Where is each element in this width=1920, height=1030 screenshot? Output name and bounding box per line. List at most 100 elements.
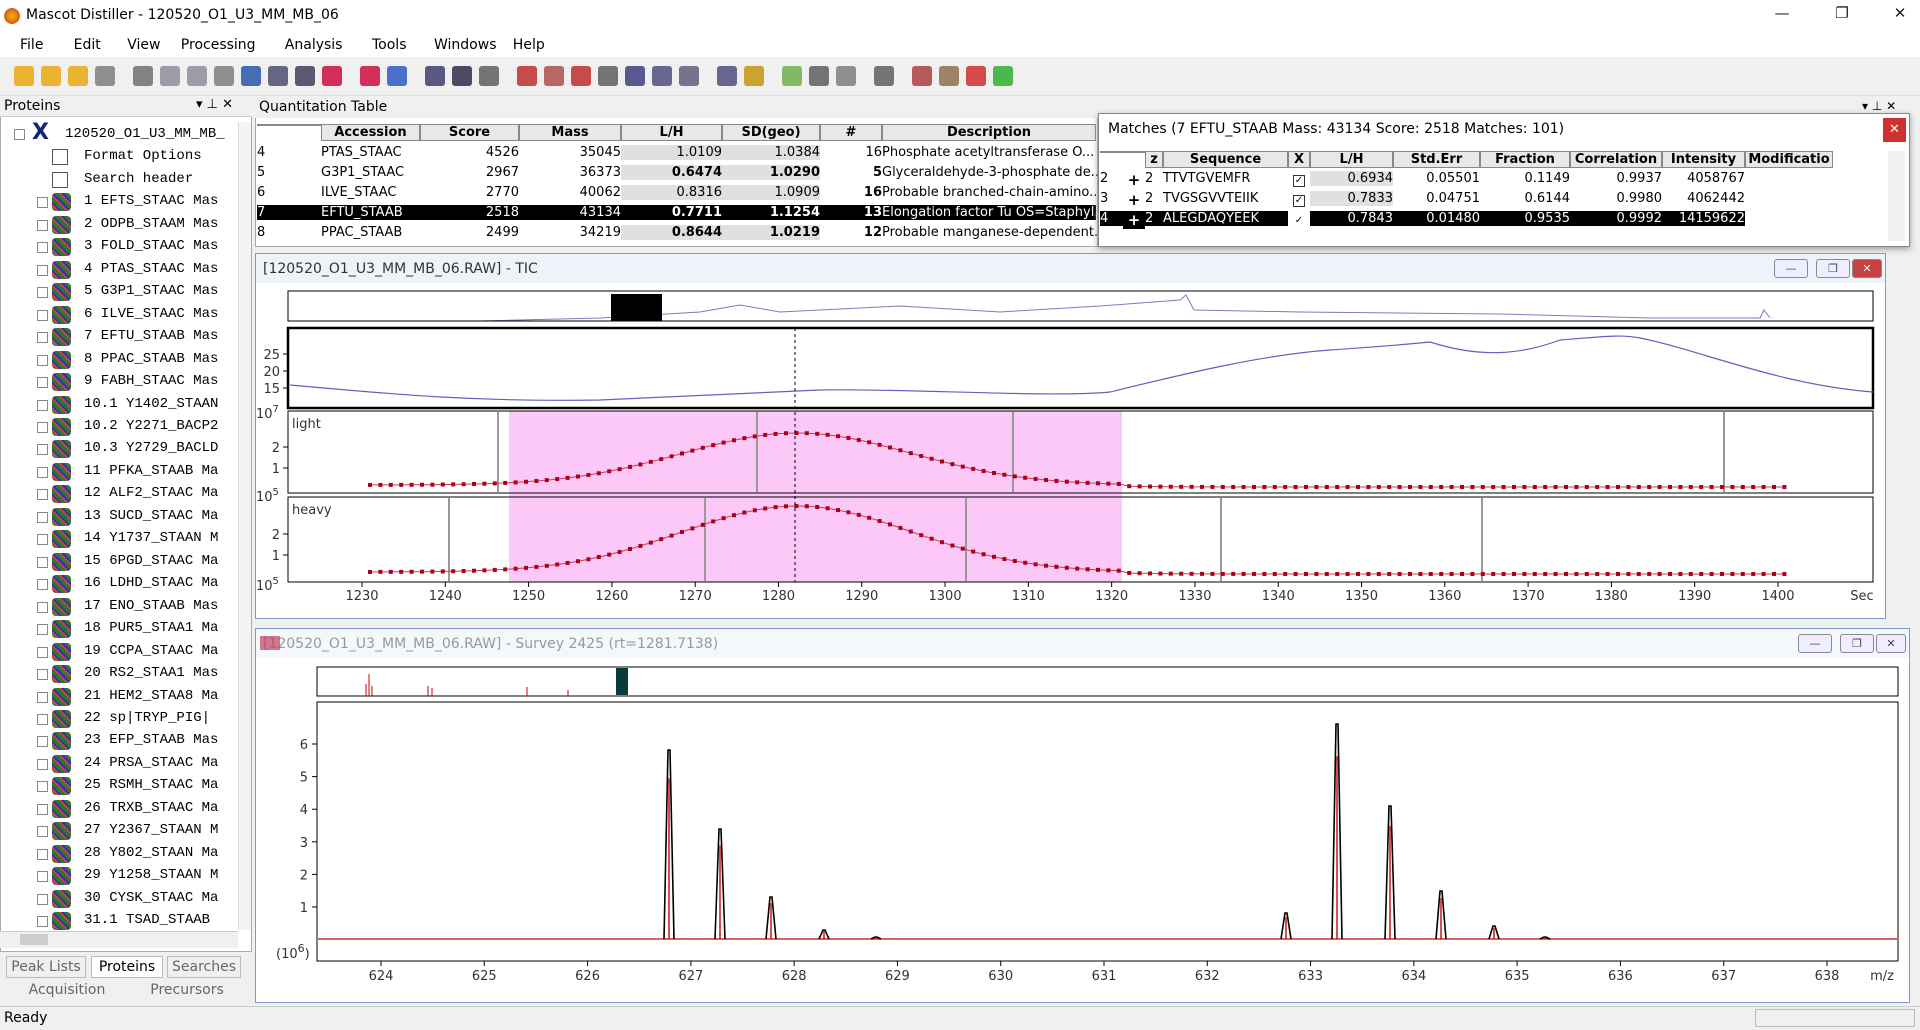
tree-expander[interactable] [37, 332, 48, 344]
tree-item[interactable]: 24 PRSA_STAAC Ma [84, 754, 219, 771]
tree-item[interactable]: 29 Y1258_STAAN M [84, 867, 219, 884]
tree-item[interactable]: 30 CYSK_STAAC Ma [84, 889, 219, 906]
checkbox[interactable]: ✓ [1293, 175, 1305, 187]
table-cell cell[interactable]: 0.01480 [1393, 211, 1480, 226]
table-cell cell[interactable]: 0.8316 [621, 185, 722, 200]
tree-expander[interactable] [37, 893, 48, 905]
table-cell cell[interactable]: 0.9980 [1570, 191, 1662, 206]
panel-controls[interactable]: ▾ ⊥ ✕ [196, 97, 234, 112]
tree-expander[interactable] [37, 713, 48, 725]
tree-expander[interactable] [37, 601, 48, 613]
toolbar-button[interactable] [160, 66, 180, 86]
tab[interactable]: Peak Lists [6, 956, 86, 978]
table-cell cell[interactable]: 1.0384 [722, 145, 820, 160]
tree-expander[interactable] [37, 758, 48, 770]
table-cell cell[interactable]: 0.9535 [1480, 211, 1570, 226]
close-button[interactable]: ✕ [1876, 634, 1906, 653]
toolbar-button[interactable] [782, 66, 802, 86]
table-cell cell[interactable]: 0.6934 [1310, 171, 1393, 186]
toolbar-button[interactable] [322, 66, 342, 86]
tree-item[interactable]: 4 PTAS_STAAC Mas [84, 260, 219, 277]
tree-item[interactable]: 7 EFTU_STAAB Mas [84, 328, 219, 345]
column-header cell[interactable]: Modificatio [1745, 151, 1833, 168]
toolbar-button[interactable] [14, 66, 34, 86]
toolbar-button[interactable] [993, 66, 1013, 86]
tree-expander[interactable] [14, 129, 25, 140]
tree-item[interactable]: 10.1 Y1402_STAAN [84, 395, 219, 412]
toolbar-button[interactable] [268, 66, 288, 86]
tree-root[interactable]: 120520_O1_U3_MM_MB_ [65, 126, 225, 142]
tree-expander[interactable] [37, 466, 48, 478]
column-header cell[interactable]: Correlation [1570, 151, 1662, 168]
column-header cell[interactable]: Fraction [1480, 151, 1570, 168]
tree-expander[interactable] [37, 399, 48, 411]
tree-item[interactable]: 21 HEM2_STAA8 Ma [84, 687, 219, 704]
toolbar-button[interactable] [187, 66, 207, 86]
tree-item[interactable]: 3 FOLD_STAAC Mas [84, 238, 219, 255]
toolbar-button[interactable] [625, 66, 645, 86]
tree-item[interactable]: 10.3 Y2729_BACLD [84, 440, 219, 457]
menu-item[interactable]: Processing [180, 37, 256, 53]
table-cell cell[interactable]: + [1123, 171, 1145, 189]
table-cell cell[interactable]: 43134 [519, 205, 621, 220]
table-cell cell[interactable]: Elongation factor Tu OS=Staphyl... [882, 205, 1107, 220]
toolbar-button[interactable] [679, 66, 699, 86]
tree-item[interactable]: 16 LDHD_STAAC Ma [84, 575, 219, 592]
table-cell cell[interactable]: G3P1_STAAC [321, 165, 420, 180]
table-cell cell[interactable]: 5 [257, 165, 321, 180]
toolbar-button[interactable] [295, 66, 315, 86]
tree-item[interactable]: Format Options [84, 148, 202, 165]
table-cell cell[interactable]: 13 [820, 205, 882, 220]
tree-expander[interactable] [37, 354, 48, 366]
table-cell cell[interactable]: 2518 [420, 205, 519, 220]
tree-item[interactable]: Search header [84, 170, 194, 187]
table-cell cell[interactable]: 4 [1100, 211, 1123, 226]
toolbar-button[interactable] [214, 66, 234, 86]
tree-item[interactable]: 22 sp|TRYP_PIG| [84, 709, 211, 726]
table-cell cell[interactable]: 0.7843 [1310, 211, 1393, 226]
dock-controls[interactable]: ▾ ⊥ ✕ [1862, 99, 1897, 113]
column-header cell[interactable]: Score [420, 124, 519, 141]
toolbar-button[interactable] [452, 66, 472, 86]
table-cell cell[interactable]: 2 [1145, 171, 1163, 186]
maximize-button[interactable]: ❐ [1835, 4, 1849, 22]
table-cell cell[interactable]: 0.6144 [1480, 191, 1570, 206]
tree-expander[interactable] [37, 669, 48, 681]
column-header cell[interactable]: L/H [621, 124, 722, 141]
toolbar-button[interactable] [387, 66, 407, 86]
table-cell cell[interactable]: Probable manganese-dependent... [882, 225, 1107, 240]
tree-item[interactable]: 1 EFTS_STAAC Mas [84, 193, 219, 210]
tree-item[interactable]: 23 EFP_STAAB Mas [84, 732, 219, 749]
column-header cell[interactable]: Std.Err [1393, 151, 1480, 168]
table-cell cell[interactable]: ALEGDAQYEEK [1163, 211, 1288, 226]
toolbar-button[interactable] [544, 66, 564, 86]
table-cell cell[interactable]: 0.8644 [621, 225, 722, 240]
toolbar-button[interactable] [241, 66, 261, 86]
tree-expander[interactable] [37, 444, 48, 456]
tree-item[interactable]: 12 ALF2_STAAC Ma [84, 485, 219, 502]
minimize-button[interactable]: — [1774, 259, 1808, 278]
tree-expander[interactable] [37, 646, 48, 658]
tree-item[interactable]: 20 RS2_STAA1 Mas [84, 665, 219, 682]
table-cell cell[interactable]: 1.0909 [722, 185, 820, 200]
table-cell cell[interactable]: 0.7711 [621, 205, 722, 220]
table-cell cell[interactable]: 12 [820, 225, 882, 240]
toolbar-button[interactable] [912, 66, 932, 86]
tree-expander[interactable] [37, 826, 48, 838]
tree-expander[interactable] [37, 916, 48, 928]
table-cell cell[interactable]: 4526 [420, 145, 519, 160]
close-button[interactable]: ✕ [1852, 259, 1882, 278]
table-cell cell[interactable]: 1.1254 [722, 205, 820, 220]
tab[interactable]: Precursors [150, 982, 224, 998]
table-cell cell[interactable]: 4062442 [1662, 191, 1745, 206]
close-button[interactable]: ✕ [1893, 4, 1907, 22]
table-cell cell[interactable]: + [1123, 211, 1145, 229]
column-header cell[interactable]: L/H [1310, 151, 1393, 168]
column-header cell[interactable]: z [1145, 151, 1163, 168]
toolbar-button[interactable] [133, 66, 153, 86]
tree-expander[interactable] [37, 803, 48, 815]
column-header cell[interactable]: Description [882, 124, 1096, 141]
column-header cell[interactable]: Sequence [1163, 151, 1288, 168]
table-cell cell[interactable]: 2499 [420, 225, 519, 240]
menu-item[interactable]: Analysis [284, 37, 343, 53]
